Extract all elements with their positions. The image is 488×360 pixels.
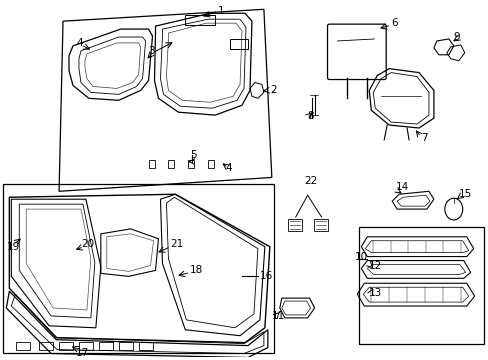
Text: 6: 6 [390,18,397,28]
Bar [185,15,215,25]
Text: 16: 16 [260,271,273,282]
Text: 3: 3 [148,46,155,56]
Text: 1: 1 [218,6,224,16]
Text: 21: 21 [170,239,183,249]
Text: 17: 17 [76,347,89,357]
Text: 18: 18 [190,265,203,275]
Text: 4: 4 [224,163,231,172]
Text: 7: 7 [420,133,427,143]
Text: 5: 5 [190,150,197,160]
Text: 8: 8 [307,111,314,121]
Text: 14: 14 [395,182,408,192]
Bar [59,342,73,350]
Bar [119,342,132,350]
Bar [3,184,273,352]
Bar [39,342,53,350]
Text: 19: 19 [6,242,20,252]
Text: 4: 4 [76,38,82,48]
Text: 9: 9 [453,32,460,42]
Text: 12: 12 [368,261,382,271]
Bar [79,342,93,350]
Text: 20: 20 [81,239,94,249]
Text: 10: 10 [354,252,367,262]
Bar [16,342,30,350]
Text: 22: 22 [304,176,317,186]
Bar [230,39,247,49]
Bar [359,227,483,343]
Text: 11: 11 [271,311,285,321]
Bar [99,342,113,350]
Text: 15: 15 [458,189,471,199]
Bar [138,342,152,350]
Text: 13: 13 [368,288,382,298]
Text: 2: 2 [269,85,276,95]
